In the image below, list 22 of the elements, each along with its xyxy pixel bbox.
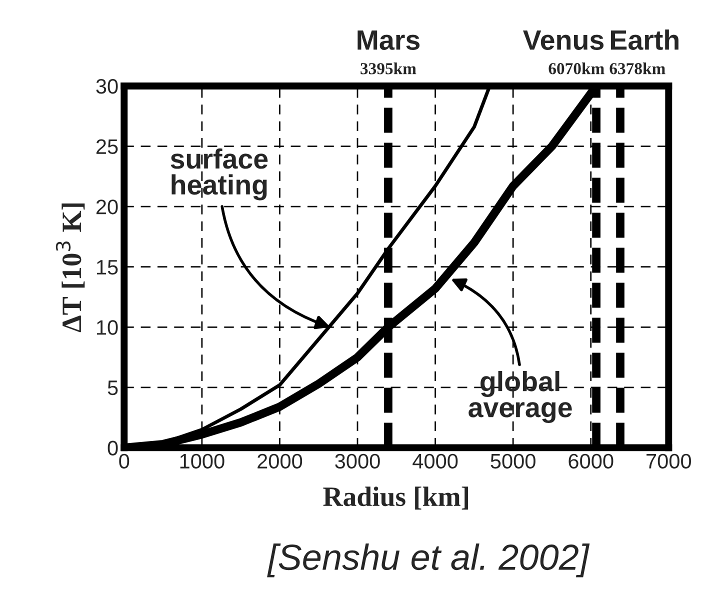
x-tick-label: 1000 — [180, 454, 224, 469]
y-tick-label: 5 — [108, 380, 118, 396]
x-tick-label: 4000 — [412, 454, 458, 469]
x-tick-label: 0 — [119, 454, 130, 469]
x-tick-label: 3000 — [335, 454, 380, 469]
y-tick-label: 10 — [97, 320, 118, 335]
x-tick-label: 7000 — [646, 454, 692, 469]
y-tick-label: 0 — [108, 440, 118, 456]
x-axis-title: Radius [km] — [323, 486, 468, 510]
y-tick-label: 20 — [96, 200, 118, 214]
y-tick-label: 25 — [96, 139, 118, 154]
ref-line-label: Venus 6070km — [523, 30, 604, 74]
y-tick-label: 30 — [96, 78, 118, 94]
text: [Senshu et al. 2002] — [267, 544, 590, 578]
annotation: global average — [468, 370, 572, 423]
y-tick-label: 15 — [97, 260, 118, 275]
x-tick-label: 5000 — [490, 454, 536, 469]
y-axis-title: ΔT [10$^{3}$ K] — [56, 203, 85, 332]
ref-line-label: Mars 3395km — [358, 30, 420, 74]
x-tick-label: 2000 — [258, 454, 302, 469]
x-tick-label: 6000 — [568, 454, 614, 469]
ref-line-label: Earth 6378km — [610, 30, 678, 74]
